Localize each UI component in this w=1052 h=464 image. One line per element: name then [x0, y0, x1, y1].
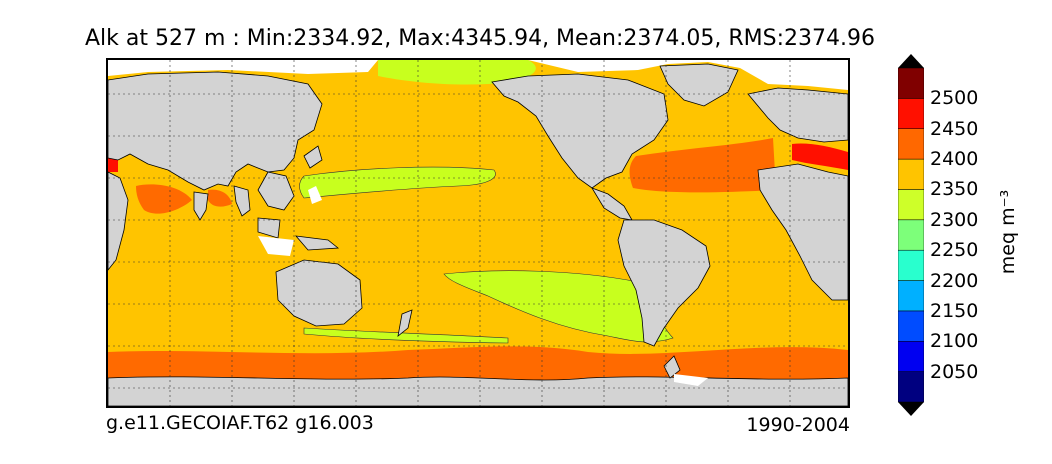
colorbar-band: [898, 249, 924, 281]
graticule: [108, 60, 848, 406]
colorbar-band: [898, 189, 924, 221]
africa-east-land: [108, 171, 129, 271]
africa-west-land: [757, 163, 848, 301]
indian-subcontinent-land: [193, 191, 209, 221]
south-america-land: [617, 219, 711, 347]
colorbar-tick-label: 2300: [930, 208, 979, 231]
greenland-land: [659, 63, 739, 107]
colorbar-tick-label: 2350: [930, 178, 979, 201]
colorbar-band: [898, 98, 924, 129]
colorbar-tick-label: 2400: [930, 148, 979, 171]
red-sea-red-region: [108, 158, 118, 172]
antarctic-peninsula-land: [663, 355, 681, 379]
time-range-label: 1990-2004: [746, 414, 850, 436]
colorbar-band: [898, 280, 924, 312]
south-indian-low-band: [303, 327, 509, 344]
missing-data-patches: [108, 60, 848, 386]
colorbar-band: [898, 128, 924, 160]
bay-of-bengal-high-region: [208, 189, 232, 207]
colorbar-under-arrow: [898, 402, 924, 416]
colorbar-band: [898, 67, 924, 99]
simulation-id-label: g.e11.GECOIAF.T62 g16.003: [106, 412, 374, 434]
colorbar-over-arrow: [898, 54, 924, 68]
map-title: Alk at 527 m : Min:2334.92, Max:4345.94,…: [84, 26, 875, 51]
colorbar-tick-label: 2250: [930, 239, 979, 262]
mediterranean-red-region: [792, 143, 848, 170]
north-america-land: [491, 73, 669, 189]
colorbar-band: [898, 341, 924, 372]
antarctica-land: [108, 376, 848, 406]
colorbar-tick-label: 2500: [930, 87, 979, 110]
ocean-map: [108, 60, 848, 406]
arabian-sea-high-region: [136, 184, 192, 214]
europe-land: [747, 87, 848, 143]
colorbar-tick-label: 2200: [930, 269, 979, 292]
australia-land: [275, 259, 363, 327]
new-zealand-land: [397, 309, 413, 337]
colorbar-band: [898, 219, 924, 251]
central-america-land: [591, 187, 633, 221]
colorbar-tick-label: 2150: [930, 299, 979, 322]
borneo-land: [257, 217, 281, 239]
eurasia-west-land: [108, 71, 323, 191]
north-atlantic-high-region: [629, 138, 776, 193]
north-pacific-low-region: [299, 166, 496, 199]
colorbar-tick-label: 2450: [930, 117, 979, 140]
east-asia-land: [257, 171, 295, 211]
colorbar: [898, 54, 924, 416]
southeast-asia-land: [233, 185, 251, 217]
colorbar-band: [898, 310, 924, 342]
land-masses: [108, 63, 848, 406]
colorbar-tick-label: 2050: [930, 360, 979, 383]
colorbar-tick-label: 2100: [930, 330, 979, 353]
japan-land: [303, 145, 323, 169]
map-panel: [106, 58, 850, 408]
new-guinea-land: [295, 235, 340, 251]
colorbar-band: [898, 371, 924, 403]
colorbar-unit-label: meq m⁻³: [997, 189, 1019, 275]
colorbar-band: [898, 158, 924, 190]
arctic-low-region: [378, 60, 536, 85]
